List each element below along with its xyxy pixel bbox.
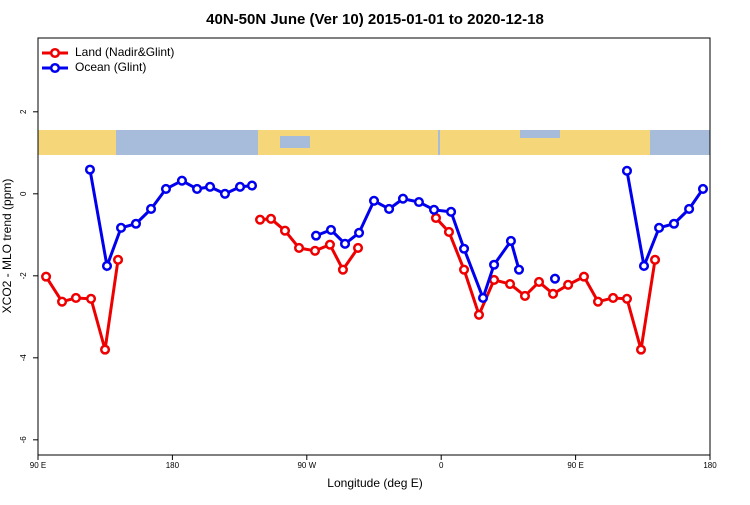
data-point	[311, 230, 322, 241]
data-point	[265, 213, 277, 224]
data-point	[458, 264, 470, 275]
legend-marker	[49, 62, 61, 74]
legend-label: Ocean (Glint)	[75, 60, 146, 74]
data-point	[384, 203, 395, 215]
data-point	[684, 203, 695, 215]
x-tick-label: 0	[439, 461, 444, 470]
data-point	[638, 260, 650, 272]
data-point	[337, 264, 348, 275]
data-point	[563, 279, 574, 290]
data-point	[592, 296, 604, 307]
data-point	[112, 254, 124, 265]
series-line	[434, 216, 657, 351]
data-point	[309, 245, 321, 256]
data-point	[397, 193, 409, 204]
data-point	[293, 242, 305, 253]
data-point	[458, 243, 470, 254]
data-point	[101, 260, 113, 272]
data-point	[549, 273, 561, 284]
data-point	[513, 264, 525, 275]
data-point	[41, 271, 52, 282]
plot-frame	[37, 37, 711, 456]
data-point	[234, 181, 246, 192]
data-point	[504, 278, 516, 290]
y-tick-label: -2	[19, 272, 28, 280]
data-point	[608, 292, 619, 304]
y-axis-title: XCO2 - MLO trend (ppm)	[0, 179, 14, 314]
data-point	[324, 239, 335, 250]
data-point	[654, 222, 665, 233]
data-point	[430, 212, 442, 224]
data-point	[176, 175, 188, 186]
data-point	[352, 242, 364, 253]
map-strip	[38, 130, 710, 155]
data-point	[621, 293, 633, 304]
data-point	[446, 206, 457, 217]
y-tick-label: 2	[19, 109, 28, 114]
data-point	[413, 196, 424, 208]
legend: Land (Nadir&Glint)Ocean (Glint)	[42, 45, 174, 74]
data-point	[84, 164, 96, 175]
x-tick-label: 90 E	[30, 461, 46, 470]
data-point	[668, 218, 680, 229]
series-line	[88, 169, 253, 272]
data-point	[130, 218, 142, 229]
data-point	[697, 183, 709, 194]
data-point	[428, 204, 440, 215]
data-point	[635, 344, 647, 355]
data-point	[533, 276, 545, 288]
y-tick-label: -4	[19, 354, 28, 362]
data-point	[473, 309, 485, 320]
chart-title: 40N-50N June (Ver 10) 2015-01-01 to 2020…	[206, 11, 544, 28]
data-point	[204, 181, 216, 192]
data-point	[339, 238, 351, 249]
data-point	[160, 183, 172, 194]
data-point	[505, 235, 516, 247]
data-point	[70, 292, 81, 304]
legend-marker	[49, 47, 61, 59]
series-line	[625, 170, 705, 272]
data-point	[519, 290, 531, 301]
x-axis-title: Longitude (deg E)	[327, 476, 422, 490]
data-point	[219, 188, 231, 199]
legend-label: Land (Nadir&Glint)	[75, 45, 174, 59]
x-tick-label: 90 E	[567, 461, 583, 470]
data-point	[354, 227, 365, 238]
x-tick-label: 180	[703, 461, 717, 470]
data-point	[489, 259, 500, 270]
data-point	[578, 271, 590, 282]
data-point	[548, 288, 559, 299]
data-point	[649, 254, 661, 265]
data-point	[325, 224, 337, 235]
series-line	[44, 259, 120, 351]
data-point	[443, 226, 455, 237]
y-tick-label: 0	[19, 191, 28, 196]
data-point	[246, 180, 258, 191]
data-point	[145, 203, 157, 215]
x-tick-label: 90 W	[297, 461, 316, 470]
data-point	[191, 183, 203, 194]
y-tick-label: -6	[19, 436, 28, 444]
data-point	[100, 344, 111, 355]
x-tick-label: 180	[166, 461, 180, 470]
data-point	[255, 214, 266, 225]
data-point	[621, 165, 633, 176]
data-point	[477, 292, 489, 304]
data-point	[115, 222, 127, 233]
data-point	[56, 296, 68, 307]
data-point	[368, 195, 380, 206]
data-point	[279, 225, 291, 236]
data-point	[85, 293, 97, 304]
